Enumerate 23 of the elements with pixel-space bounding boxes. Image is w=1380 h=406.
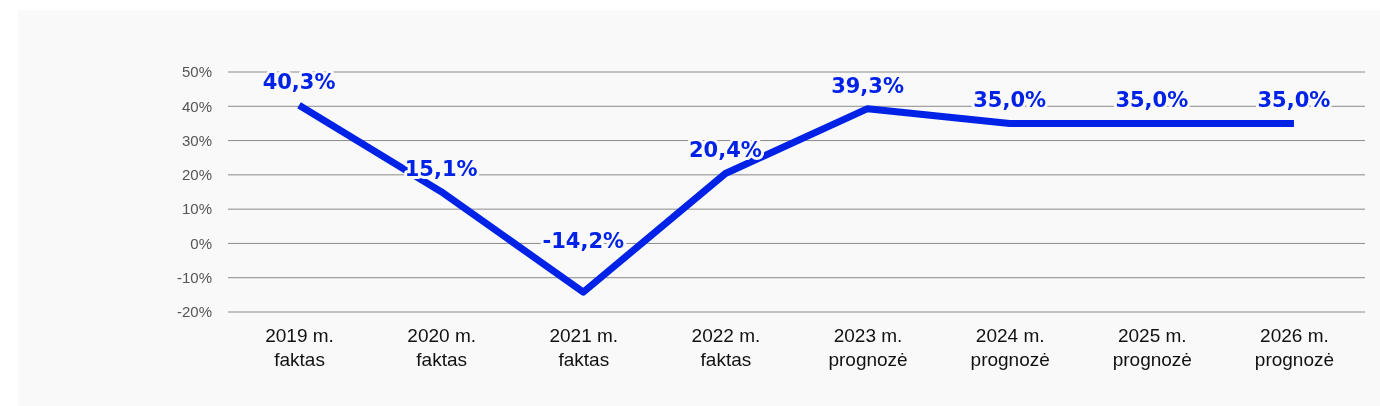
y-tick-label: 50% — [181, 63, 212, 81]
x-tick-label: 2020 m. faktas — [407, 325, 477, 370]
x-tick-label: 2021 m. faktas — [549, 325, 619, 370]
y-tick-label: -10% — [176, 269, 212, 287]
x-tick-label: 2024 m. prognozė — [970, 325, 1050, 370]
data-label: 40,3% — [262, 70, 336, 95]
data-label: 39,3% — [831, 73, 904, 98]
data-label: -14,2% — [542, 229, 625, 254]
data-label: 35,0% — [1115, 88, 1189, 113]
x-tick-label: 2022 m. faktas — [691, 325, 761, 370]
y-tick-label: 0% — [190, 234, 212, 252]
data-label: 35,0% — [1257, 88, 1331, 113]
y-tick-label: 40% — [181, 97, 212, 115]
x-tick-label: 2019 m. faktas — [265, 325, 334, 370]
x-tick-label: 2026 m. prognozė — [1254, 325, 1335, 370]
x-tick-label: 2025 m. prognozė — [1112, 325, 1192, 370]
y-tick-label: 10% — [181, 200, 212, 218]
y-tick-label: 20% — [181, 166, 212, 184]
data-label: 20,4% — [689, 138, 762, 163]
data-label: 35,0% — [973, 88, 1047, 113]
y-tick-label: 30% — [181, 131, 212, 149]
x-tick-label: 2023 m. prognozė — [828, 325, 908, 370]
y-tick-label: -20% — [176, 303, 212, 321]
